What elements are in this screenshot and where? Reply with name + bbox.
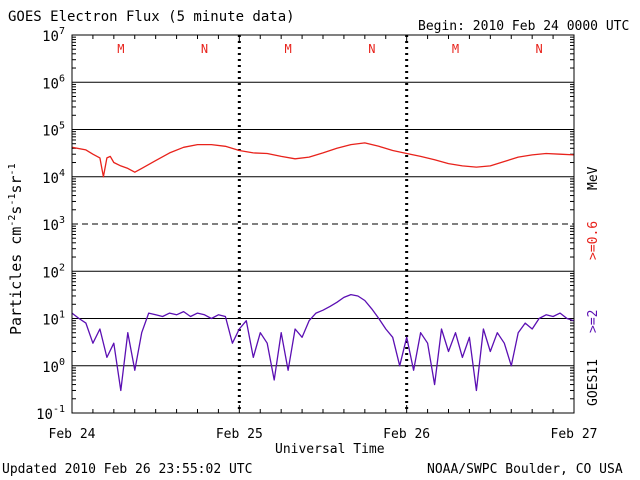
x-axis-label: Universal Time bbox=[275, 442, 385, 457]
orbit-marker-m: M bbox=[285, 42, 292, 56]
grid-lines bbox=[72, 35, 574, 413]
y-tick-label: 10-1 bbox=[36, 404, 65, 423]
data-source-credit: NOAA/SWPC Boulder, CO USA bbox=[427, 462, 623, 477]
y-tick-label: 105 bbox=[42, 121, 65, 140]
y-tick-labels: 107 106 105 104 103 102 101 100 10-1 bbox=[36, 26, 65, 423]
series-lines bbox=[71, 142, 575, 392]
chart-title: GOES Electron Flux (5 minute data) bbox=[8, 9, 295, 25]
unit-label: MeV bbox=[586, 166, 601, 190]
y-tick-label: 100 bbox=[42, 357, 65, 376]
y-tick-label: 104 bbox=[42, 168, 65, 187]
y-axis-label: Particles cm-2s-1sr-1 bbox=[5, 163, 25, 335]
y-tick-label: 107 bbox=[42, 26, 65, 45]
orbit-marker-n: N bbox=[201, 42, 208, 56]
legend-ge2-mev: >=2 bbox=[586, 309, 601, 333]
x-tick-label: Feb 27 bbox=[551, 427, 598, 442]
y-tick-label: 101 bbox=[42, 310, 65, 329]
x-tick-label: Feb 26 bbox=[383, 427, 430, 442]
begin-time-label: Begin: 2010 Feb 24 0000 UTC bbox=[418, 19, 630, 34]
y-axis-label-base: Particles cm bbox=[7, 226, 25, 335]
orbit-marker-n: N bbox=[368, 42, 375, 56]
y-tick-label: 106 bbox=[42, 73, 65, 92]
y-tick-label: 103 bbox=[42, 215, 65, 234]
x-tick-label: Feb 24 bbox=[49, 427, 96, 442]
orbit-marker-m: M bbox=[117, 42, 124, 56]
legend-ge06-mev: >=0.6 bbox=[586, 220, 601, 260]
plot-frame bbox=[71, 34, 575, 414]
satellite-label: GOES11 bbox=[586, 359, 601, 406]
y-axis-label-exp-2: -1 bbox=[7, 193, 18, 206]
series-line-ge06-mev bbox=[71, 142, 575, 178]
y-tick-label: 102 bbox=[42, 262, 65, 281]
orbit-marker-n: N bbox=[536, 42, 543, 56]
x-tick-label: Feb 25 bbox=[216, 427, 263, 442]
y-axis-label-exp-3: -1 bbox=[7, 163, 18, 176]
x-tick-labels: Feb 24 Feb 25 Feb 26 Feb 27 bbox=[49, 427, 598, 442]
y-axis-label-mid-2: sr bbox=[7, 175, 25, 194]
series-line-ge2-mev bbox=[71, 293, 575, 392]
y-axis-label-mid-1: s bbox=[7, 205, 25, 215]
orbit-marker-m: M bbox=[452, 42, 459, 56]
updated-timestamp: Updated 2010 Feb 26 23:55:02 UTC bbox=[2, 462, 253, 477]
y-axis-label-exp-1: -2 bbox=[7, 214, 18, 227]
